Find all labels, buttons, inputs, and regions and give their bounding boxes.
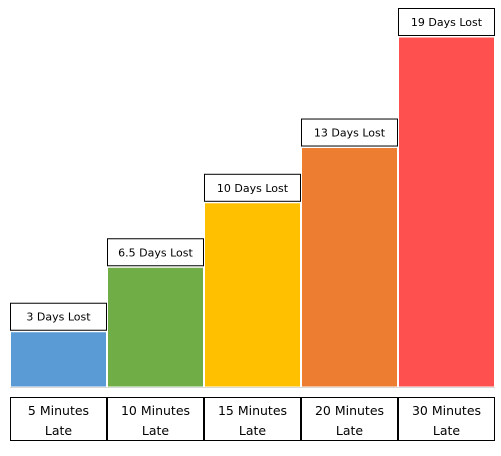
- data-label-box-5: [398, 8, 495, 36]
- data-label-box-4: [301, 118, 398, 147]
- category-label-5-line-2: Late: [433, 423, 461, 438]
- category-labels-layer: 5 Minutes Late 10 Minutes Late 15 Minutes Lat…: [10, 397, 495, 441]
- category-label-2: 10 Minutes Late: [121, 403, 190, 438]
- category-label-5-line-1: 30 Minutes: [412, 403, 481, 418]
- bar-5: [398, 36, 495, 388]
- category-box-4: [301, 397, 398, 441]
- category-label-1-line-1: 5 Minutes: [28, 403, 89, 418]
- data-label-box-3: [204, 173, 301, 202]
- category-label-4-line-1: 20 Minutes: [315, 403, 384, 418]
- category-label-4-line-2: Late: [336, 423, 364, 438]
- data-label-1: 3 Days Lost: [26, 311, 91, 324]
- data-label-4: 13 Days Lost: [314, 127, 386, 140]
- data-label-3: 10 Days Lost: [217, 182, 289, 195]
- category-box-3: [204, 397, 301, 441]
- bar-3: [204, 202, 301, 388]
- bar-2: [107, 266, 204, 388]
- data-label-box-2: [107, 238, 204, 267]
- bar-4: [301, 147, 398, 388]
- category-label-2-line-2: Late: [142, 423, 170, 438]
- data-label-box-1: [10, 302, 107, 331]
- category-label-2-line-1: 10 Minutes: [121, 403, 190, 418]
- data-label-2: 6.5 Days Lost: [118, 246, 193, 259]
- bars-layer: [10, 36, 495, 388]
- data-label-5: 19 Days Lost: [411, 16, 483, 29]
- category-box-5: [398, 397, 495, 441]
- category-label-1-line-2: Late: [45, 423, 73, 438]
- category-label-5: 30 Minutes Late: [412, 403, 481, 438]
- category-label-3: 15 Minutes Late: [218, 403, 287, 438]
- category-label-3-line-1: 15 Minutes: [218, 403, 287, 418]
- category-box-2: [107, 397, 204, 441]
- category-label-1: 5 Minutes Late: [28, 403, 89, 438]
- bar-1: [10, 331, 107, 388]
- category-box-1: [10, 397, 107, 441]
- category-label-3-line-2: Late: [239, 423, 267, 438]
- data-labels-layer: 3 Days Lost 6.5 Days Lost 10 Days Lost 13 D…: [10, 8, 495, 331]
- category-label-4: 20 Minutes Late: [315, 403, 384, 438]
